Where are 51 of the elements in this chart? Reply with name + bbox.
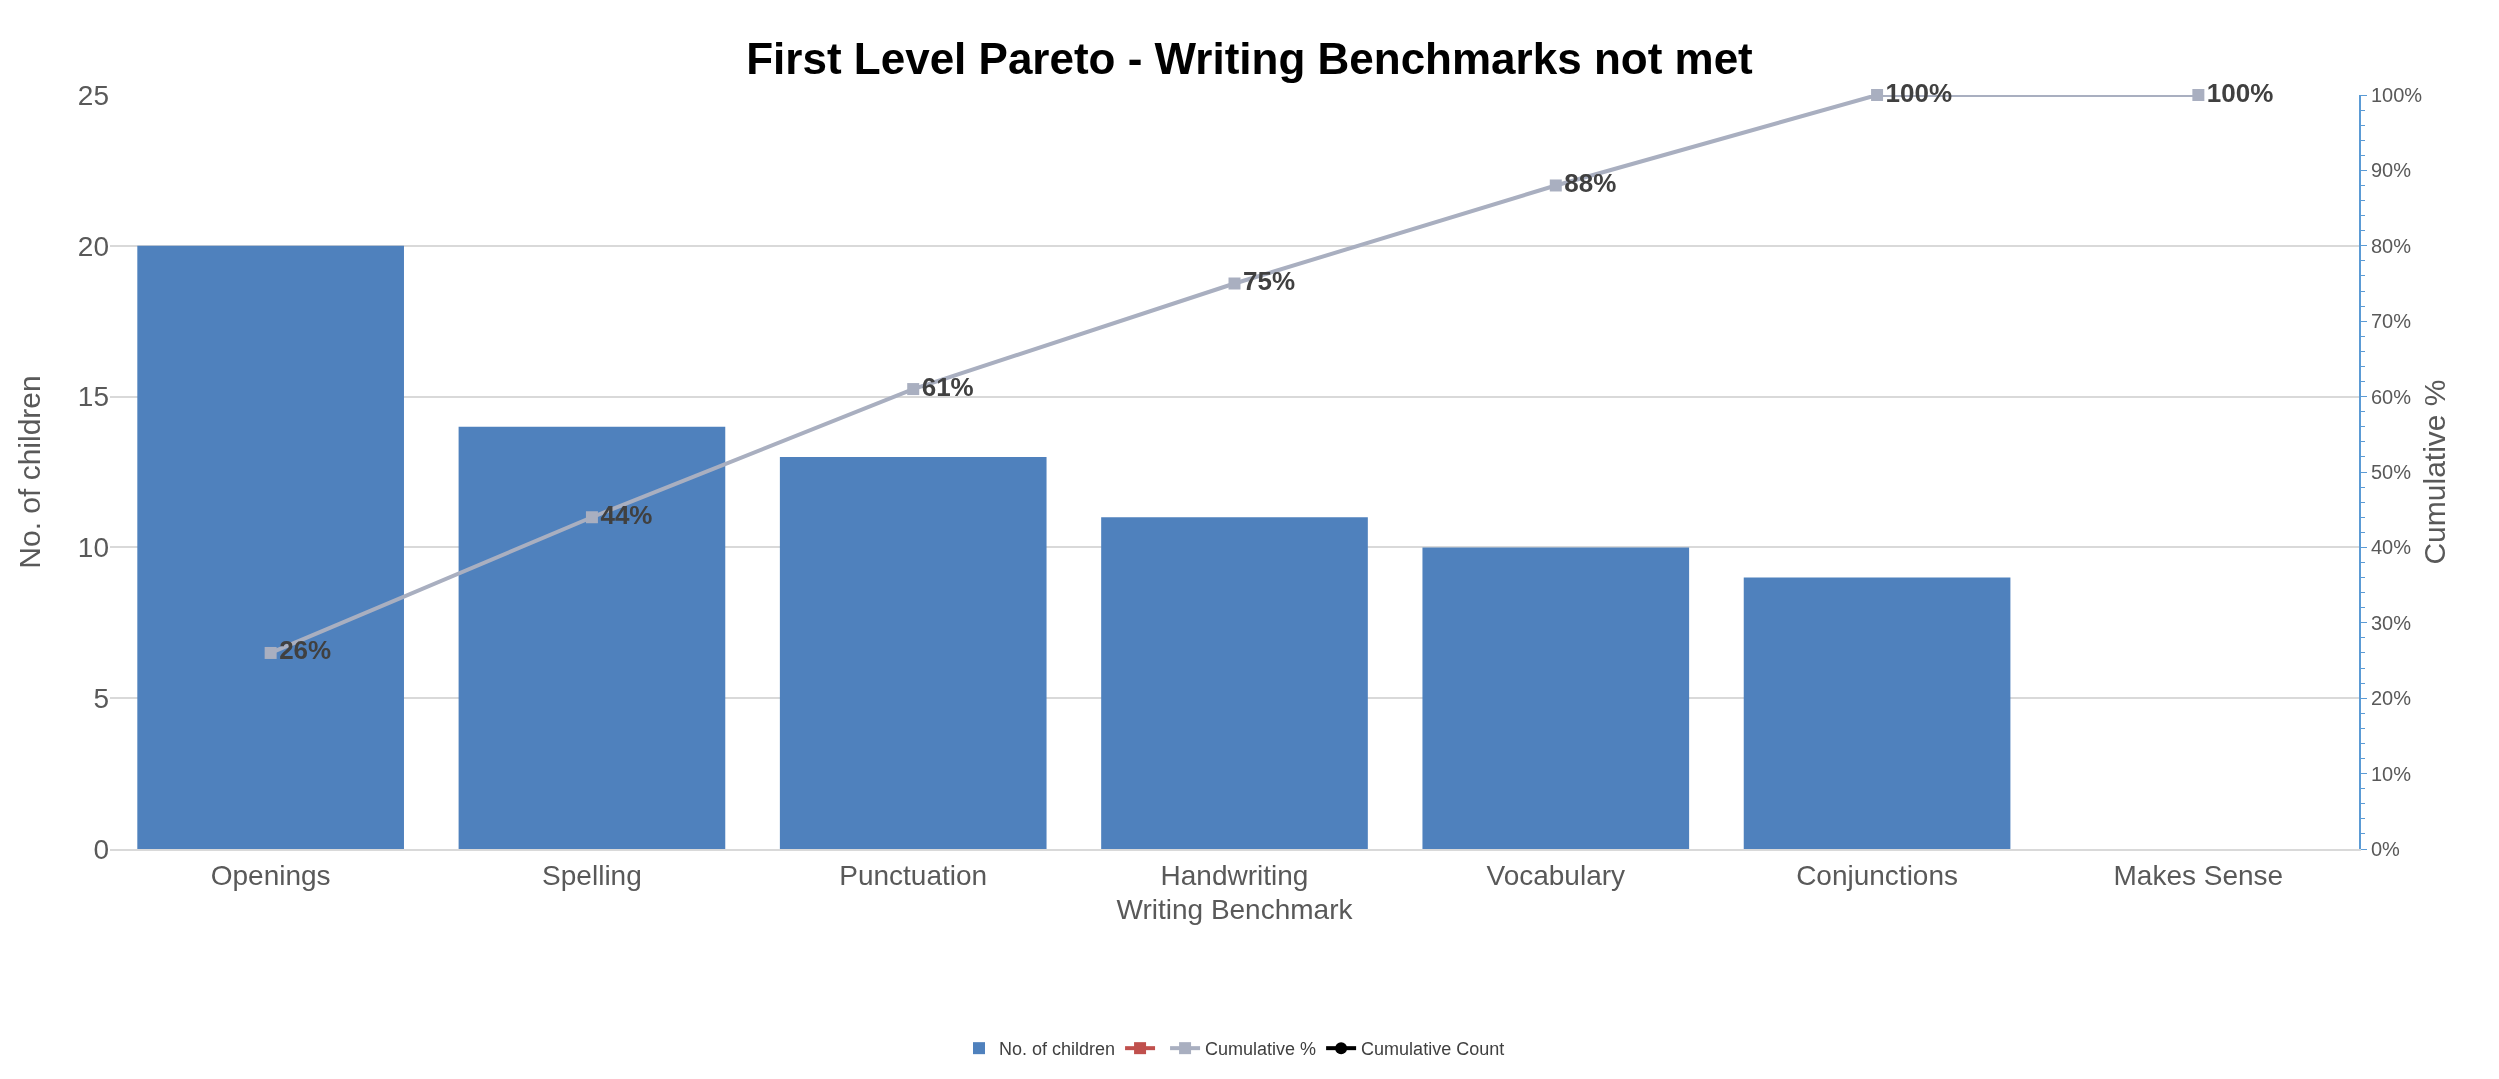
data-label: 61% xyxy=(921,371,974,402)
x-tick-label: Handwriting xyxy=(1160,859,1309,891)
legend-label: Cumulative Count xyxy=(1361,1039,1505,1060)
point xyxy=(1228,277,1241,290)
point xyxy=(2192,89,2205,101)
point xyxy=(1549,179,1562,192)
x-tick-label: Makes Sense xyxy=(2113,859,2284,891)
point xyxy=(264,646,277,659)
bar xyxy=(779,456,1047,849)
y-tick-label: 20 xyxy=(77,230,109,262)
data-label: 100% xyxy=(2206,77,2274,108)
data-label: 88% xyxy=(1564,167,1617,198)
y-axis-title: No. of children xyxy=(13,375,46,569)
y2-tick-label: 40% xyxy=(2371,536,2412,559)
point xyxy=(585,511,598,524)
y-tick-label: 10 xyxy=(77,532,109,564)
data-label: 100% xyxy=(1885,77,1953,108)
data-label: 75% xyxy=(1243,266,1296,296)
y2-tick-label: 100% xyxy=(2371,84,2423,106)
legend-label: No. of children xyxy=(999,1039,1116,1060)
x-tick-label: Punctuation xyxy=(839,859,988,891)
bar xyxy=(137,245,404,849)
x-tick-label: Spelling xyxy=(542,859,642,891)
bar xyxy=(1422,547,1690,849)
y2-tick-label: 30% xyxy=(2371,611,2412,634)
y2-tick-label: 90% xyxy=(2371,159,2412,182)
y-tick-label: 25 xyxy=(77,79,109,111)
y2-axis-title: Cumulative % xyxy=(2418,379,2451,565)
x-tick-label: Conjunctions xyxy=(1796,859,1959,891)
x-tick-label: Vocabulary xyxy=(1486,859,1626,891)
data-label: 44% xyxy=(600,499,653,530)
y2-tick-label: 10% xyxy=(2371,762,2412,785)
y2-tick-label: 70% xyxy=(2371,310,2412,333)
point xyxy=(907,383,920,396)
x-axis-title: Writing Benchmark xyxy=(1116,894,1354,926)
y2-tick-label: 0% xyxy=(2371,838,2401,860)
point xyxy=(1871,89,1884,101)
bar xyxy=(458,426,726,849)
legend-label: Cumulative % xyxy=(1205,1039,1317,1060)
y-tick-label: 15 xyxy=(77,381,109,413)
y2-tick-label: 80% xyxy=(2371,234,2412,257)
chart-title: First Level Pareto - Writing Benchmarks not met xyxy=(746,33,1754,83)
y-tick-label: 0 xyxy=(93,833,109,865)
x-tick-label: Openings xyxy=(210,859,331,891)
data-label: 26% xyxy=(279,635,332,666)
bar xyxy=(1743,577,2011,849)
y2-tick-label: 20% xyxy=(2371,687,2412,710)
y2-tick-label: 50% xyxy=(2371,461,2412,483)
y2-tick-label: 60% xyxy=(2371,385,2412,408)
bar xyxy=(1101,517,1368,849)
y-tick-label: 5 xyxy=(93,683,109,714)
